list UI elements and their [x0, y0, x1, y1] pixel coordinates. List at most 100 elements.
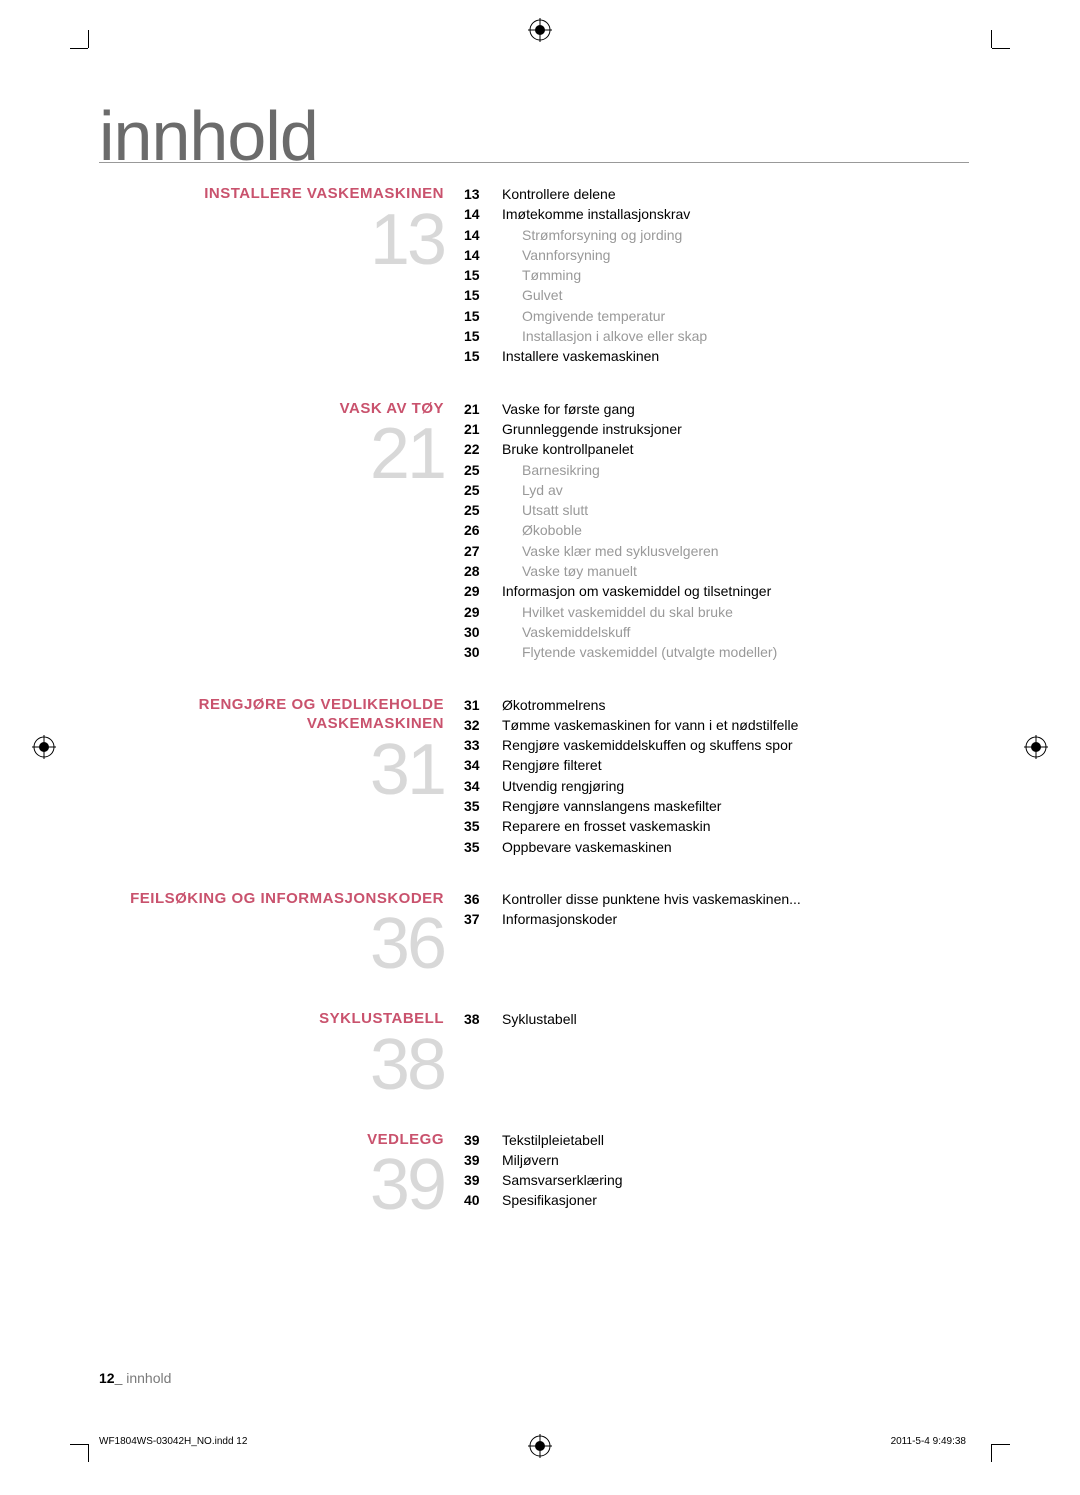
toc-item-label: Utvendig rengjøring	[502, 776, 624, 796]
section-number: 38	[99, 1033, 444, 1098]
crop-mark	[88, 30, 89, 48]
toc-item-label: Barnesikring	[502, 460, 600, 480]
toc-item-label: Økoboble	[502, 520, 582, 540]
toc-row: 35Oppbevare vaskemaskinen	[464, 837, 969, 857]
toc-item-label: Tømming	[502, 265, 581, 285]
toc-page-number: 14	[464, 245, 502, 265]
section-left: INSTALLERE VASKEMASKINEN13	[99, 184, 464, 367]
toc-section: FEILSØKING OG INFORMASJONSKODER3636Kontr…	[99, 889, 969, 977]
toc-page-number: 25	[464, 480, 502, 500]
toc-item-label: Bruke kontrollpanelet	[502, 439, 634, 459]
toc-page-number: 34	[464, 755, 502, 775]
toc-page-number: 15	[464, 265, 502, 285]
toc-page-number: 22	[464, 439, 502, 459]
toc-page-number: 40	[464, 1190, 502, 1210]
toc-row: 21Grunnleggende instruksjoner	[464, 419, 969, 439]
section-number: 21	[99, 422, 444, 487]
page-number: 12_	[99, 1370, 122, 1386]
toc-page-number: 30	[464, 622, 502, 642]
toc-section: SYKLUSTABELL3838Syklustabell	[99, 1009, 969, 1097]
toc-page-number: 36	[464, 889, 502, 909]
toc-row: 39Samsvarserklæring	[464, 1170, 969, 1190]
toc-page-number: 25	[464, 460, 502, 480]
toc-row: 34Rengjøre filteret	[464, 755, 969, 775]
toc-item-label: Rengjøre vaskemiddelskuffen og skuffens …	[502, 735, 793, 755]
section-left: FEILSØKING OG INFORMASJONSKODER36	[99, 889, 464, 977]
toc-item-label: Installere vaskemaskinen	[502, 346, 659, 366]
toc-row: 21Vaske for første gang	[464, 399, 969, 419]
registration-mark-icon	[32, 735, 56, 759]
toc-item-label: Syklustabell	[502, 1009, 577, 1029]
section-left: SYKLUSTABELL38	[99, 1009, 464, 1097]
toc-row: 14Strømforsyning og jording	[464, 225, 969, 245]
toc-row: 29Hvilket vaskemiddel du skal bruke	[464, 602, 969, 622]
toc-page-number: 33	[464, 735, 502, 755]
toc-item-label: Vaske for første gang	[502, 399, 635, 419]
toc-page-number: 28	[464, 561, 502, 581]
toc-item-label: Strømforsyning og jording	[502, 225, 682, 245]
toc-page-number: 32	[464, 715, 502, 735]
crop-mark	[70, 1444, 88, 1445]
section-number: 31	[99, 738, 444, 803]
footer-timestamp: 2011-5-4 9:49:38	[891, 1436, 966, 1447]
crop-mark	[992, 1444, 1010, 1445]
toc-row: 15Installasjon i alkove eller skap	[464, 326, 969, 346]
crop-mark	[991, 30, 992, 48]
toc-page-number: 21	[464, 399, 502, 419]
toc-content: INSTALLERE VASKEMASKINEN1313Kontrollere …	[99, 184, 969, 1250]
section-items: 21Vaske for første gang21Grunnleggende i…	[464, 399, 969, 663]
toc-page-number: 37	[464, 909, 502, 929]
toc-page-number: 15	[464, 306, 502, 326]
toc-row: 32Tømme vaskemaskinen for vann i et nøds…	[464, 715, 969, 735]
toc-page-number: 15	[464, 326, 502, 346]
toc-page-number: 35	[464, 816, 502, 836]
toc-row: 15Omgivende temperatur	[464, 306, 969, 326]
toc-row: 39Miljøvern	[464, 1150, 969, 1170]
toc-row: 30Flytende vaskemiddel (utvalgte modelle…	[464, 642, 969, 662]
toc-item-label: Informasjonskoder	[502, 909, 617, 929]
toc-page-number: 31	[464, 695, 502, 715]
page-section-label: innhold	[122, 1370, 171, 1386]
registration-mark-icon	[528, 18, 552, 42]
toc-row: 15Installere vaskemaskinen	[464, 346, 969, 366]
toc-row: 15Gulvet	[464, 285, 969, 305]
toc-page-number: 14	[464, 225, 502, 245]
toc-page-number: 26	[464, 520, 502, 540]
toc-item-label: Rengjøre filteret	[502, 755, 602, 775]
toc-row: 14Vannforsyning	[464, 245, 969, 265]
toc-item-label: Tekstilpleietabell	[502, 1130, 604, 1150]
toc-page-number: 38	[464, 1009, 502, 1029]
section-items: 38Syklustabell	[464, 1009, 969, 1097]
toc-item-label: Vaske tøy manuelt	[502, 561, 637, 581]
footer-filename: WF1804WS-03042H_NO.indd 12	[99, 1436, 247, 1447]
section-items: 13Kontrollere delene14Imøtekomme install…	[464, 184, 969, 367]
toc-page-number: 39	[464, 1130, 502, 1150]
registration-mark-icon	[1024, 735, 1048, 759]
toc-page-number: 35	[464, 796, 502, 816]
toc-row: 15Tømming	[464, 265, 969, 285]
toc-row: 30Vaskemiddelskuff	[464, 622, 969, 642]
toc-item-label: Kontrollere delene	[502, 184, 616, 204]
toc-item-label: Samsvarserklæring	[502, 1170, 623, 1190]
toc-row: 14Imøtekomme installasjonskrav	[464, 204, 969, 224]
toc-item-label: Oppbevare vaskemaskinen	[502, 837, 672, 857]
toc-row: 29Informasjon om vaskemiddel og tilsetni…	[464, 581, 969, 601]
toc-page-number: 15	[464, 346, 502, 366]
toc-page-number: 29	[464, 581, 502, 601]
toc-row: 40Spesifikasjoner	[464, 1190, 969, 1210]
toc-item-label: Spesifikasjoner	[502, 1190, 597, 1210]
section-left: VEDLEGG39	[99, 1130, 464, 1218]
toc-row: 27Vaske klær med syklusvelgeren	[464, 541, 969, 561]
toc-item-label: Omgivende temperatur	[502, 306, 665, 326]
toc-row: 31Økotrommelrens	[464, 695, 969, 715]
toc-page-number: 13	[464, 184, 502, 204]
toc-item-label: Informasjon om vaskemiddel og tilsetning…	[502, 581, 771, 601]
toc-page-number: 14	[464, 204, 502, 224]
toc-row: 33Rengjøre vaskemiddelskuffen og skuffen…	[464, 735, 969, 755]
toc-item-label: Reparere en frosset vaskemaskin	[502, 816, 711, 836]
toc-page-number: 15	[464, 285, 502, 305]
toc-item-label: Hvilket vaskemiddel du skal bruke	[502, 602, 733, 622]
toc-section: RENGJØRE OG VEDLIKEHOLDE VASKEMASKINEN31…	[99, 695, 969, 857]
toc-row: 13Kontrollere delene	[464, 184, 969, 204]
toc-row: 36Kontroller disse punktene hvis vaskema…	[464, 889, 969, 909]
